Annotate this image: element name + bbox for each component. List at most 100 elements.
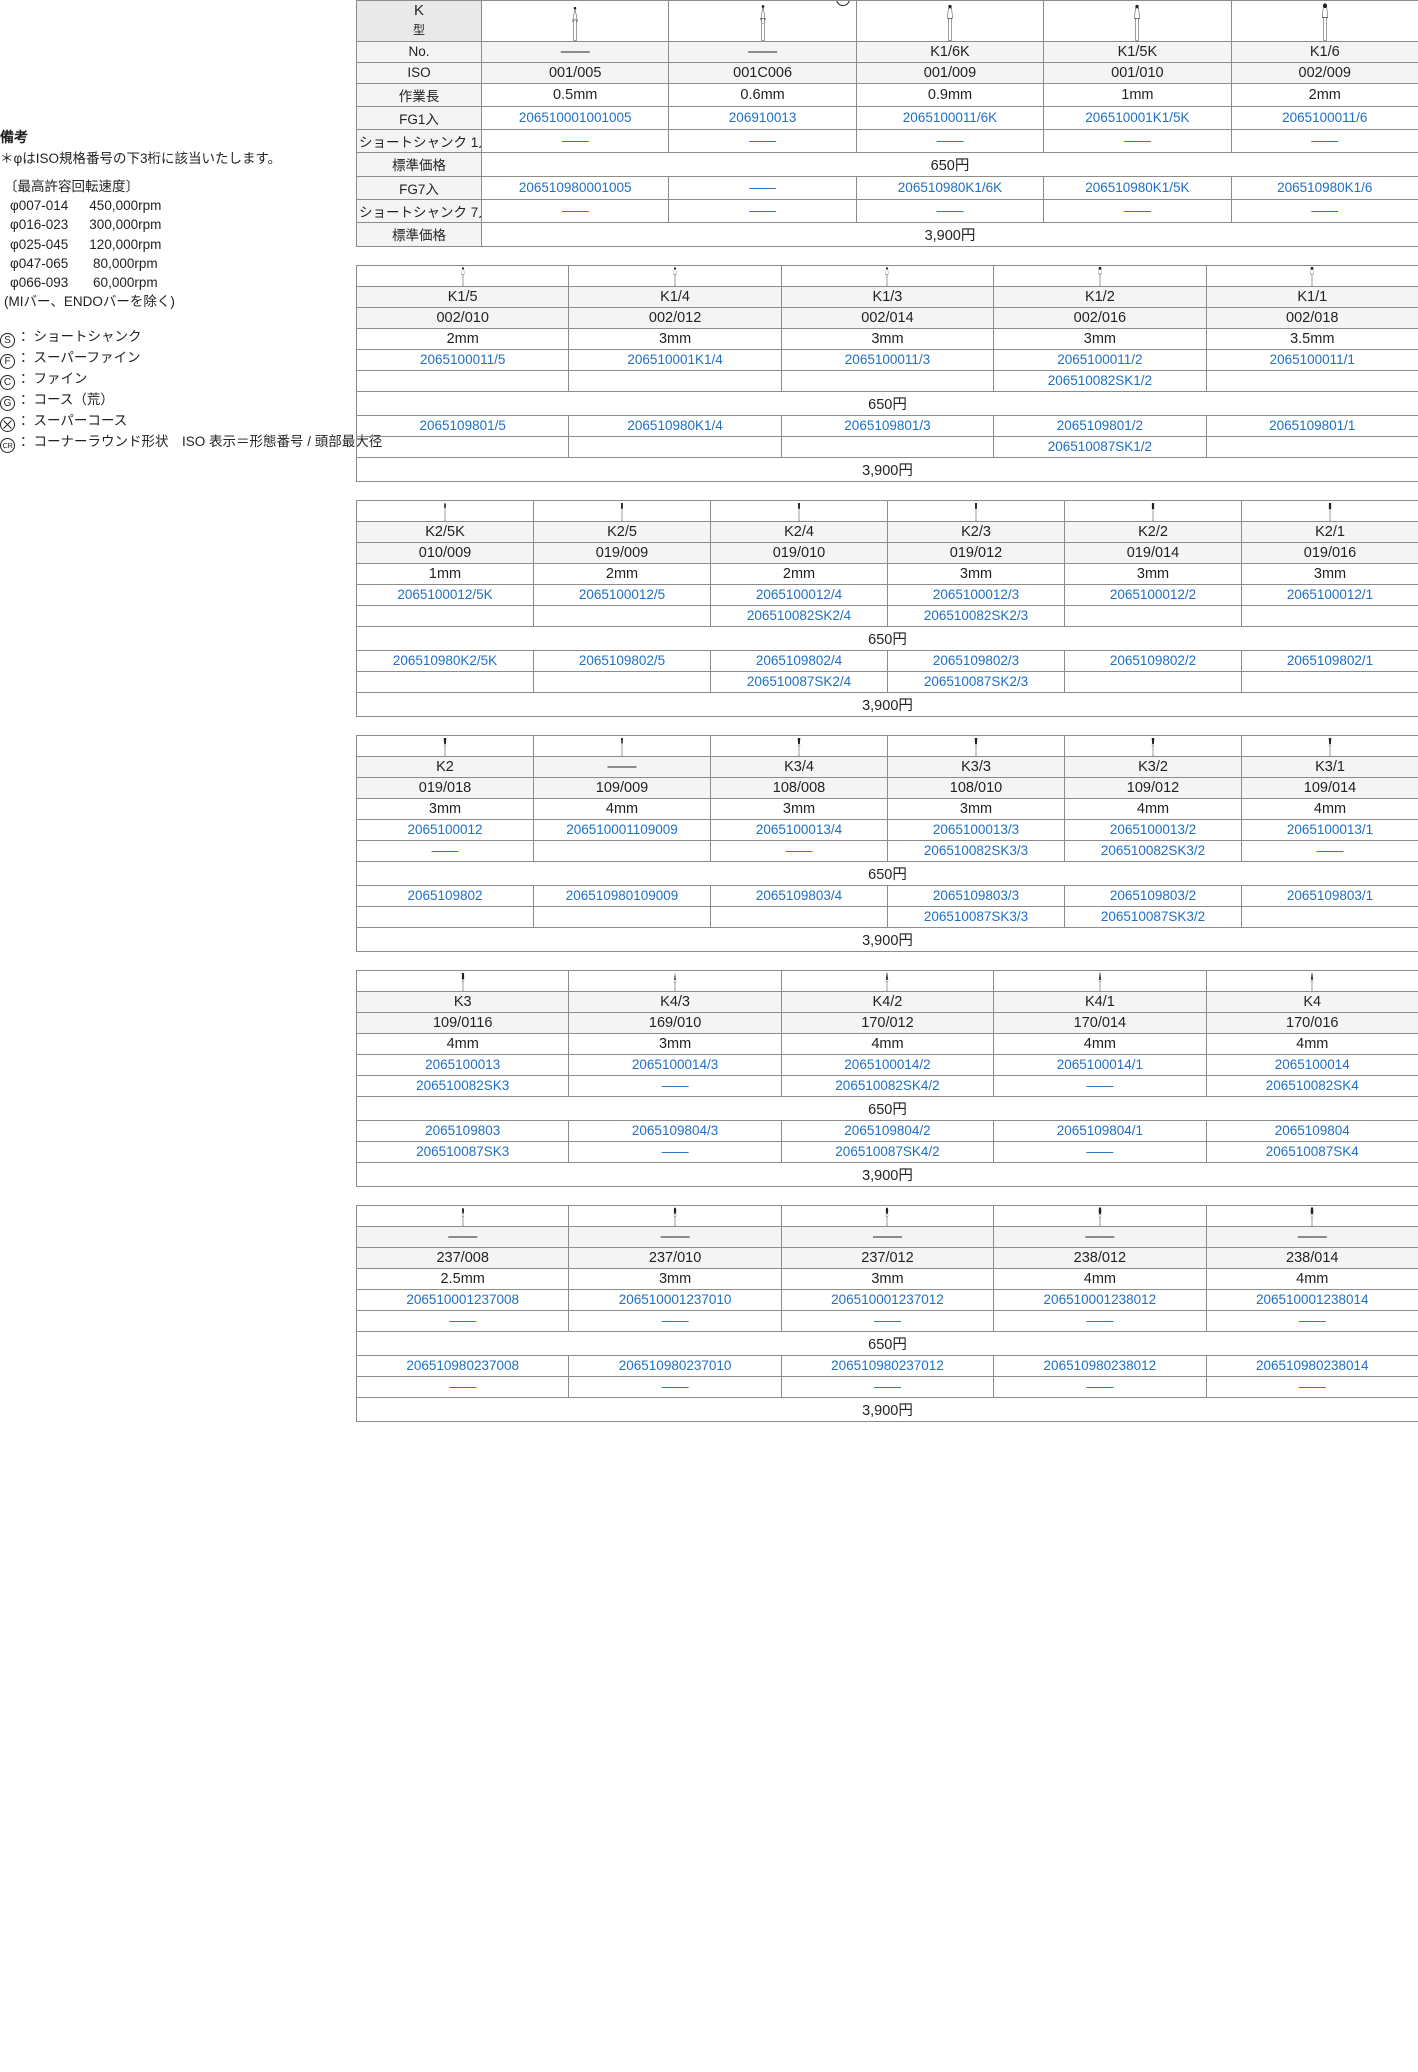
fg1-code-cell[interactable]: 206510001237008 xyxy=(355,1288,570,1311)
fg1-code-cell[interactable]: 2065100013 xyxy=(355,1053,570,1076)
short-shank-1-code-cell[interactable]: —— xyxy=(668,128,857,153)
fg7-code-cell[interactable]: 2065109804/2 xyxy=(780,1119,995,1142)
fg1-code-cell[interactable]: 2065100012/2 xyxy=(1064,583,1242,606)
short-shank-1-code-cell[interactable]: —— xyxy=(710,839,888,862)
fg7-code-cell[interactable]: 2065109801/1 xyxy=(1205,414,1418,437)
short-shank-1-code-cell[interactable] xyxy=(568,369,782,392)
short-shank-7-code-cell[interactable]: —— xyxy=(993,1140,1207,1163)
fg1-code-cell[interactable]: 2065100012/5K xyxy=(356,583,534,606)
fg7-code-cell[interactable]: 2065109802/4 xyxy=(710,649,888,672)
fg7-code-cell[interactable]: 2065109804 xyxy=(1205,1119,1418,1142)
fg7-code-cell[interactable]: 2065109803/3 xyxy=(887,884,1065,907)
fg1-code-cell[interactable]: 2065100012 xyxy=(356,818,534,841)
short-shank-7-code-cell[interactable]: 206510087SK4 xyxy=(1205,1140,1418,1163)
fg7-code-cell[interactable]: 206510980238012 xyxy=(993,1354,1207,1377)
short-shank-7-code-cell[interactable]: —— xyxy=(1043,198,1232,223)
short-shank-7-code-cell[interactable]: —— xyxy=(1230,198,1418,223)
fg1-code-cell[interactable]: 2065100013/2 xyxy=(1064,818,1242,841)
fg7-code-cell[interactable]: 206510980237008 xyxy=(355,1354,570,1377)
fg7-code-cell[interactable]: 206510980109009 xyxy=(533,884,711,907)
short-shank-1-code-cell[interactable]: —— xyxy=(993,1074,1207,1097)
short-shank-1-code-cell[interactable]: —— xyxy=(1205,1309,1418,1332)
fg7-code-cell[interactable]: 2065109802/3 xyxy=(887,649,1065,672)
short-shank-1-code-cell[interactable]: —— xyxy=(355,1309,570,1332)
short-shank-7-code-cell[interactable]: 206510087SK2/3 xyxy=(887,670,1065,693)
fg1-code-cell[interactable]: 2065100013/3 xyxy=(887,818,1065,841)
fg7-code-cell[interactable]: 206510980K1/5K xyxy=(1043,175,1232,200)
short-shank-7-code-cell[interactable]: —— xyxy=(568,1375,782,1398)
short-shank-1-code-cell[interactable] xyxy=(356,604,534,627)
short-shank-7-code-cell[interactable]: 206510087SK1/2 xyxy=(993,435,1207,458)
short-shank-1-code-cell[interactable]: —— xyxy=(356,839,534,862)
fg1-code-cell[interactable]: 2065100014 xyxy=(1205,1053,1418,1076)
fg7-code-cell[interactable]: 2065109801/5 xyxy=(355,414,570,437)
short-shank-1-code-cell[interactable]: 206510082SK3/2 xyxy=(1064,839,1242,862)
short-shank-7-code-cell[interactable]: 206510087SK3/2 xyxy=(1064,905,1242,928)
fg7-code-cell[interactable]: 206510980237010 xyxy=(568,1354,782,1377)
short-shank-7-code-cell[interactable]: —— xyxy=(780,1375,995,1398)
fg7-code-cell[interactable]: —— xyxy=(668,175,857,200)
fg1-code-cell[interactable]: 206910013 xyxy=(668,105,857,130)
fg1-code-cell[interactable]: 2065100012/3 xyxy=(887,583,1065,606)
short-shank-1-code-cell[interactable]: —— xyxy=(1230,128,1418,153)
fg1-code-cell[interactable]: 2065100011/6 xyxy=(1230,105,1418,130)
short-shank-1-code-cell[interactable]: 206510082SK1/2 xyxy=(993,369,1207,392)
short-shank-7-code-cell[interactable]: —— xyxy=(668,198,857,223)
fg7-code-cell[interactable]: 2065109802/5 xyxy=(533,649,711,672)
fg7-code-cell[interactable]: 206510980001005 xyxy=(480,175,670,200)
fg1-code-cell[interactable]: 206510001001005 xyxy=(480,105,670,130)
short-shank-7-code-cell[interactable] xyxy=(710,905,888,928)
short-shank-1-code-cell[interactable] xyxy=(1064,604,1242,627)
fg1-code-cell[interactable]: 206510001238012 xyxy=(993,1288,1207,1311)
fg1-code-cell[interactable]: 2065100014/2 xyxy=(780,1053,995,1076)
short-shank-7-code-cell[interactable]: —— xyxy=(855,198,1045,223)
fg7-code-cell[interactable]: 206510980238014 xyxy=(1205,1354,1418,1377)
fg7-code-cell[interactable]: 206510980K1/6 xyxy=(1230,175,1418,200)
fg1-code-cell[interactable]: 206510001K1/5K xyxy=(1043,105,1232,130)
short-shank-1-code-cell[interactable]: —— xyxy=(855,128,1045,153)
fg7-code-cell[interactable]: 2065109802 xyxy=(356,884,534,907)
short-shank-1-code-cell[interactable] xyxy=(1241,604,1418,627)
short-shank-1-code-cell[interactable]: 206510082SK3 xyxy=(355,1074,570,1097)
short-shank-1-code-cell[interactable] xyxy=(780,369,995,392)
fg7-code-cell[interactable]: 206510980K1/4 xyxy=(568,414,782,437)
fg1-code-cell[interactable]: 2065100011/6K xyxy=(855,105,1045,130)
fg1-code-cell[interactable]: 2065100013/1 xyxy=(1241,818,1418,841)
short-shank-1-code-cell[interactable]: —— xyxy=(480,128,670,153)
short-shank-1-code-cell[interactable] xyxy=(533,604,711,627)
fg1-code-cell[interactable]: 2065100011/5 xyxy=(355,348,570,371)
fg7-code-cell[interactable]: 2065109802/1 xyxy=(1241,649,1418,672)
fg7-code-cell[interactable]: 206510980K2/5K xyxy=(356,649,534,672)
short-shank-1-code-cell[interactable]: —— xyxy=(1043,128,1232,153)
short-shank-7-code-cell[interactable] xyxy=(533,905,711,928)
fg1-code-cell[interactable]: 206510001K1/4 xyxy=(568,348,782,371)
short-shank-1-code-cell[interactable] xyxy=(355,369,570,392)
short-shank-7-code-cell[interactable] xyxy=(568,435,782,458)
fg7-code-cell[interactable]: 2065109802/2 xyxy=(1064,649,1242,672)
fg1-code-cell[interactable]: 2065100012/5 xyxy=(533,583,711,606)
short-shank-1-code-cell[interactable]: —— xyxy=(993,1309,1207,1332)
fg1-code-cell[interactable]: 2065100014/1 xyxy=(993,1053,1207,1076)
short-shank-7-code-cell[interactable] xyxy=(356,670,534,693)
fg1-code-cell[interactable]: 2065100011/1 xyxy=(1205,348,1418,371)
short-shank-7-code-cell[interactable]: —— xyxy=(480,198,670,223)
fg7-code-cell[interactable]: 2065109804/3 xyxy=(568,1119,782,1142)
short-shank-1-code-cell[interactable]: —— xyxy=(1241,839,1418,862)
short-shank-7-code-cell[interactable]: 206510087SK3 xyxy=(355,1140,570,1163)
short-shank-1-code-cell[interactable] xyxy=(533,839,711,862)
short-shank-7-code-cell[interactable] xyxy=(1205,435,1418,458)
short-shank-1-code-cell[interactable]: —— xyxy=(568,1074,782,1097)
short-shank-7-code-cell[interactable]: 206510087SK2/4 xyxy=(710,670,888,693)
fg7-code-cell[interactable]: 2065109803/1 xyxy=(1241,884,1418,907)
short-shank-7-code-cell[interactable] xyxy=(355,435,570,458)
short-shank-7-code-cell[interactable]: 206510087SK3/3 xyxy=(887,905,1065,928)
short-shank-7-code-cell[interactable]: 206510087SK4/2 xyxy=(780,1140,995,1163)
fg7-code-cell[interactable]: 2065109801/3 xyxy=(780,414,995,437)
short-shank-7-code-cell[interactable]: —— xyxy=(355,1375,570,1398)
short-shank-7-code-cell[interactable]: —— xyxy=(568,1140,782,1163)
short-shank-7-code-cell[interactable]: —— xyxy=(1205,1375,1418,1398)
short-shank-1-code-cell[interactable]: 206510082SK2/3 xyxy=(887,604,1065,627)
short-shank-1-code-cell[interactable]: 206510082SK4/2 xyxy=(780,1074,995,1097)
short-shank-7-code-cell[interactable] xyxy=(533,670,711,693)
fg1-code-cell[interactable]: 2065100014/3 xyxy=(568,1053,782,1076)
